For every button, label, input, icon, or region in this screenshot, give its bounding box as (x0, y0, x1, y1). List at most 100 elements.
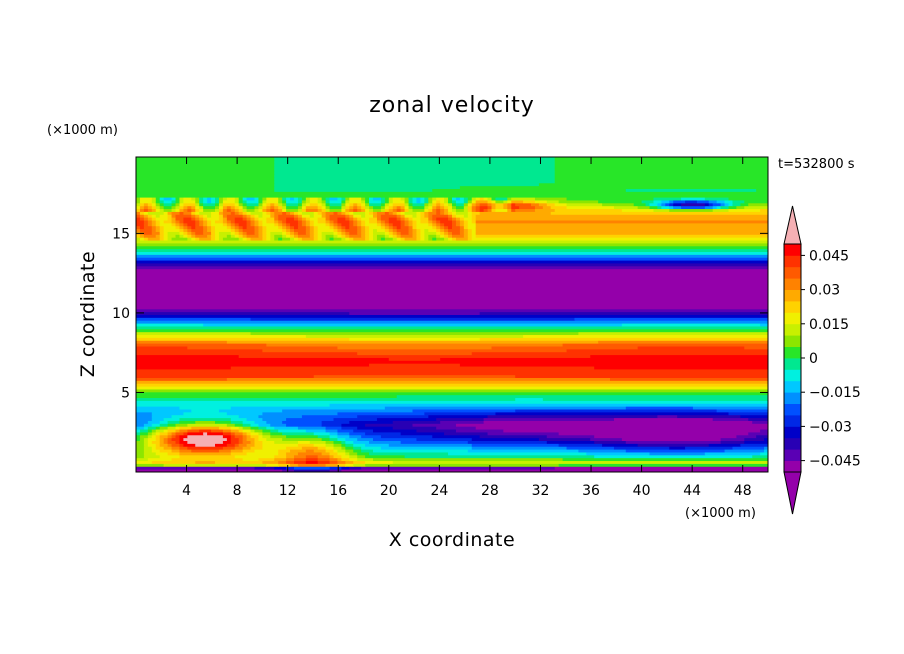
field-cell (321, 202, 327, 207)
field-cell (345, 196, 350, 201)
field-cell (274, 213, 279, 218)
field-cell (246, 196, 256, 201)
field-cell (653, 199, 662, 204)
field-cell (325, 205, 331, 210)
field-cell (337, 230, 342, 235)
field-cell (136, 219, 145, 224)
field-cell (286, 422, 323, 427)
field-cell (534, 196, 568, 201)
field-cell (159, 448, 173, 453)
field-cell (313, 222, 327, 227)
field-cell (207, 431, 224, 436)
x-tick-label: 8 (233, 483, 242, 499)
field-cell (163, 228, 181, 232)
field-cell (238, 230, 244, 235)
time-label: t=532800 s (778, 157, 855, 172)
field-cell (211, 225, 216, 230)
field-cell (222, 236, 240, 241)
field-cell (495, 196, 508, 201)
field-cell (400, 219, 406, 224)
field-cell (388, 208, 394, 212)
field-cell (345, 213, 350, 218)
field-cell (562, 342, 768, 347)
field-cell (274, 173, 556, 178)
field-cell (712, 417, 749, 421)
field-cell (495, 208, 508, 212)
field-cell (388, 202, 394, 207)
field-cell (365, 236, 370, 241)
field-cell (432, 225, 437, 230)
field-cell (511, 196, 536, 201)
field-cell (309, 199, 319, 204)
field-cell (258, 437, 267, 441)
field-cell (218, 216, 224, 221)
field-cell (195, 210, 200, 215)
field-cell (313, 225, 319, 230)
field-cell (250, 213, 256, 218)
field-cell (242, 230, 248, 235)
field-cell (155, 434, 161, 439)
field-cell (333, 225, 339, 230)
field-cell (305, 457, 319, 462)
field-cell (175, 222, 181, 227)
field-cell (329, 454, 335, 459)
field-cell (246, 222, 252, 227)
field-cell (250, 219, 256, 224)
field-cell (534, 199, 548, 204)
field-cell (175, 216, 184, 221)
field-cell (479, 336, 768, 341)
field-cell (325, 213, 331, 218)
field-cell (716, 408, 768, 413)
field-cell (373, 210, 378, 215)
field-cell (215, 419, 232, 424)
field-cell (195, 460, 216, 464)
field-cell (171, 208, 177, 212)
field-cell (230, 228, 236, 232)
field-cell (452, 202, 457, 207)
field-cell (242, 196, 248, 201)
field-cell (234, 442, 240, 447)
field-cell (467, 213, 473, 218)
field-cell (250, 216, 256, 221)
field-cell (242, 202, 248, 207)
field-cell (305, 334, 524, 338)
field-cell (171, 213, 177, 218)
field-cell (416, 196, 421, 201)
field-cell (136, 371, 768, 376)
field-cell (475, 216, 768, 221)
field-cell (341, 442, 346, 447)
field-cell (222, 210, 232, 215)
field-cell (361, 205, 366, 210)
field-cell (408, 228, 414, 232)
field-cell (329, 437, 339, 441)
field-cell (400, 205, 406, 210)
field-cell (760, 428, 768, 433)
field-cell (432, 188, 627, 192)
field-cell (167, 442, 173, 447)
field-cell (143, 425, 149, 430)
field-cell (258, 222, 263, 227)
colorbar-over-arrow (783, 205, 802, 245)
field-cell (171, 414, 240, 419)
field-cell (167, 431, 173, 436)
field-cell (136, 422, 145, 427)
field-cell (195, 208, 200, 212)
field-cell (388, 196, 394, 201)
field-cell (353, 236, 366, 241)
field-cell (274, 425, 299, 430)
field-cell (266, 208, 271, 212)
field-cell (463, 216, 473, 221)
field-cell (467, 448, 579, 453)
field-cell (167, 451, 181, 456)
field-cell (151, 414, 173, 419)
field-cell (412, 422, 457, 427)
field-cell (459, 222, 465, 227)
field-cell (286, 233, 291, 238)
field-cell (744, 345, 768, 350)
field-cell (151, 219, 157, 224)
field-cell (400, 225, 410, 230)
field-cell (195, 202, 200, 207)
field-cell (222, 445, 236, 450)
field-cell (361, 208, 366, 212)
field-cell (238, 236, 244, 241)
